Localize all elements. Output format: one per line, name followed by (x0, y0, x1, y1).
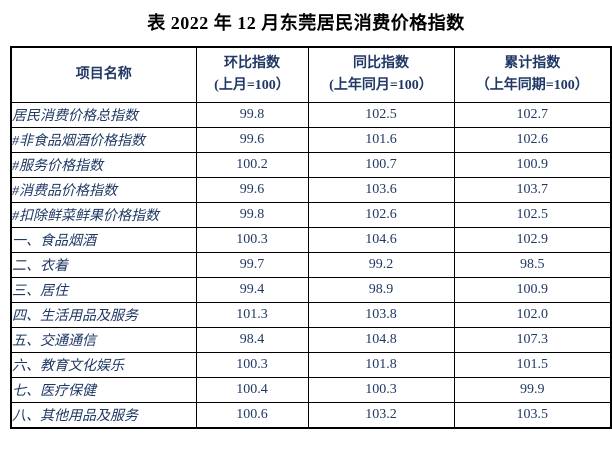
row-cum-value: 103.7 (453, 177, 612, 203)
column-label: 累计指数 (504, 56, 561, 72)
column-header-item-name: 项目名称 (10, 46, 197, 103)
page-title: 表 2022 年 12 月东莞居民消费价格指数 (147, 13, 465, 33)
row-item-name: 四、生活用品及服务 (10, 302, 197, 328)
column-label: 环比指数 (224, 56, 280, 72)
column-sublabel: (上年同月=100） (329, 78, 433, 93)
row-mom-value: 100.3 (195, 352, 309, 378)
table-row: 七、医疗保健 100.4 100.3 99.9 (10, 377, 612, 403)
document-page: 表 2022 年 12 月东莞居民消费价格指数 项目名称 环比指数 (上月=10… (0, 9, 612, 429)
row-mom-value: 98.4 (195, 327, 309, 353)
column-label: 项目名称 (75, 67, 132, 83)
row-yoy-value: 103.2 (307, 402, 455, 429)
row-item-name: 五、交通通信 (10, 327, 197, 353)
cpi-table: 项目名称 环比指数 (上月=100） 同比指数 (上年同月=100） 累计指数 … (10, 46, 612, 429)
row-item-name: 七、医疗保健 (10, 377, 197, 403)
table-row: #非食品烟酒价格指数 99.6 101.6 102.6 (10, 127, 612, 153)
row-yoy-value: 102.6 (307, 202, 455, 228)
table-row: 三、居住 99.4 98.9 100.9 (10, 277, 612, 303)
table-row: 五、交通通信 98.4 104.8 107.3 (10, 327, 612, 353)
row-mom-value: 100.2 (195, 152, 309, 178)
row-cum-value: 99.9 (453, 377, 612, 403)
column-header-cumulative-index: 累计指数 （上年同期=100） (453, 46, 612, 103)
table-row: 居民消费价格总指数 99.8 102.5 102.7 (10, 102, 612, 128)
table-row: 六、教育文化娱乐 100.3 101.8 101.5 (10, 352, 612, 378)
row-cum-value: 102.9 (453, 227, 612, 253)
column-label: 同比指数 (353, 56, 409, 72)
row-cum-value: 102.5 (453, 202, 612, 228)
column-sublabel: (上月=100） (214, 78, 290, 93)
row-cum-value: 98.5 (453, 252, 612, 278)
row-yoy-value: 102.5 (307, 102, 455, 128)
column-header-mom-index: 环比指数 (上月=100） (195, 46, 309, 103)
row-item-name: #非食品烟酒价格指数 (10, 127, 197, 153)
row-mom-value: 99.7 (195, 252, 309, 278)
row-yoy-value: 103.8 (307, 302, 455, 328)
row-item-name: 六、教育文化娱乐 (10, 352, 197, 378)
row-cum-value: 100.9 (453, 277, 612, 303)
row-yoy-value: 98.9 (307, 277, 455, 303)
table-row: 八、其他用品及服务 100.6 103.2 103.5 (10, 402, 612, 429)
row-mom-value: 100.3 (195, 227, 309, 253)
row-mom-value: 99.6 (195, 177, 309, 203)
column-header-yoy-index: 同比指数 (上年同月=100） (307, 46, 455, 103)
table-row: #服务价格指数 100.2 100.7 100.9 (10, 152, 612, 178)
row-item-name: 八、其他用品及服务 (10, 402, 197, 429)
row-cum-value: 100.9 (453, 152, 612, 178)
row-cum-value: 102.7 (453, 102, 612, 128)
row-yoy-value: 104.6 (307, 227, 455, 253)
row-yoy-value: 103.6 (307, 177, 455, 203)
row-mom-value: 100.4 (195, 377, 309, 403)
row-cum-value: 101.5 (453, 352, 612, 378)
row-item-name: 居民消费价格总指数 (10, 102, 197, 128)
row-mom-value: 100.6 (195, 402, 309, 429)
column-sublabel: （上年同期=100） (475, 78, 589, 93)
table-row: #扣除鲜菜鲜果价格指数 99.8 102.6 102.5 (10, 202, 612, 228)
row-cum-value: 107.3 (453, 327, 612, 353)
row-cum-value: 103.5 (453, 402, 612, 429)
table-header-row: 项目名称 环比指数 (上月=100） 同比指数 (上年同月=100） 累计指数 … (10, 46, 612, 103)
table-row: 四、生活用品及服务 101.3 103.8 102.0 (10, 302, 612, 328)
row-yoy-value: 101.6 (307, 127, 455, 153)
row-mom-value: 99.6 (195, 127, 309, 153)
table-row: #消费品价格指数 99.6 103.6 103.7 (10, 177, 612, 203)
row-item-name: 三、居住 (10, 277, 197, 303)
row-item-name: #扣除鲜菜鲜果价格指数 (10, 202, 197, 228)
row-cum-value: 102.6 (453, 127, 612, 153)
row-mom-value: 99.4 (195, 277, 309, 303)
row-yoy-value: 100.3 (307, 377, 455, 403)
row-item-name: 二、衣着 (10, 252, 197, 278)
table-row: 一、食品烟酒 100.3 104.6 102.9 (10, 227, 612, 253)
row-item-name: #服务价格指数 (10, 152, 197, 178)
row-mom-value: 99.8 (195, 202, 309, 228)
row-item-name: #消费品价格指数 (10, 177, 197, 203)
table-row: 二、衣着 99.7 99.2 98.5 (10, 252, 612, 278)
row-yoy-value: 104.8 (307, 327, 455, 353)
row-yoy-value: 100.7 (307, 152, 455, 178)
row-yoy-value: 99.2 (307, 252, 455, 278)
row-item-name: 一、食品烟酒 (10, 227, 197, 253)
row-cum-value: 102.0 (453, 302, 612, 328)
row-mom-value: 101.3 (195, 302, 309, 328)
row-yoy-value: 101.8 (307, 352, 455, 378)
row-mom-value: 99.8 (195, 102, 309, 128)
